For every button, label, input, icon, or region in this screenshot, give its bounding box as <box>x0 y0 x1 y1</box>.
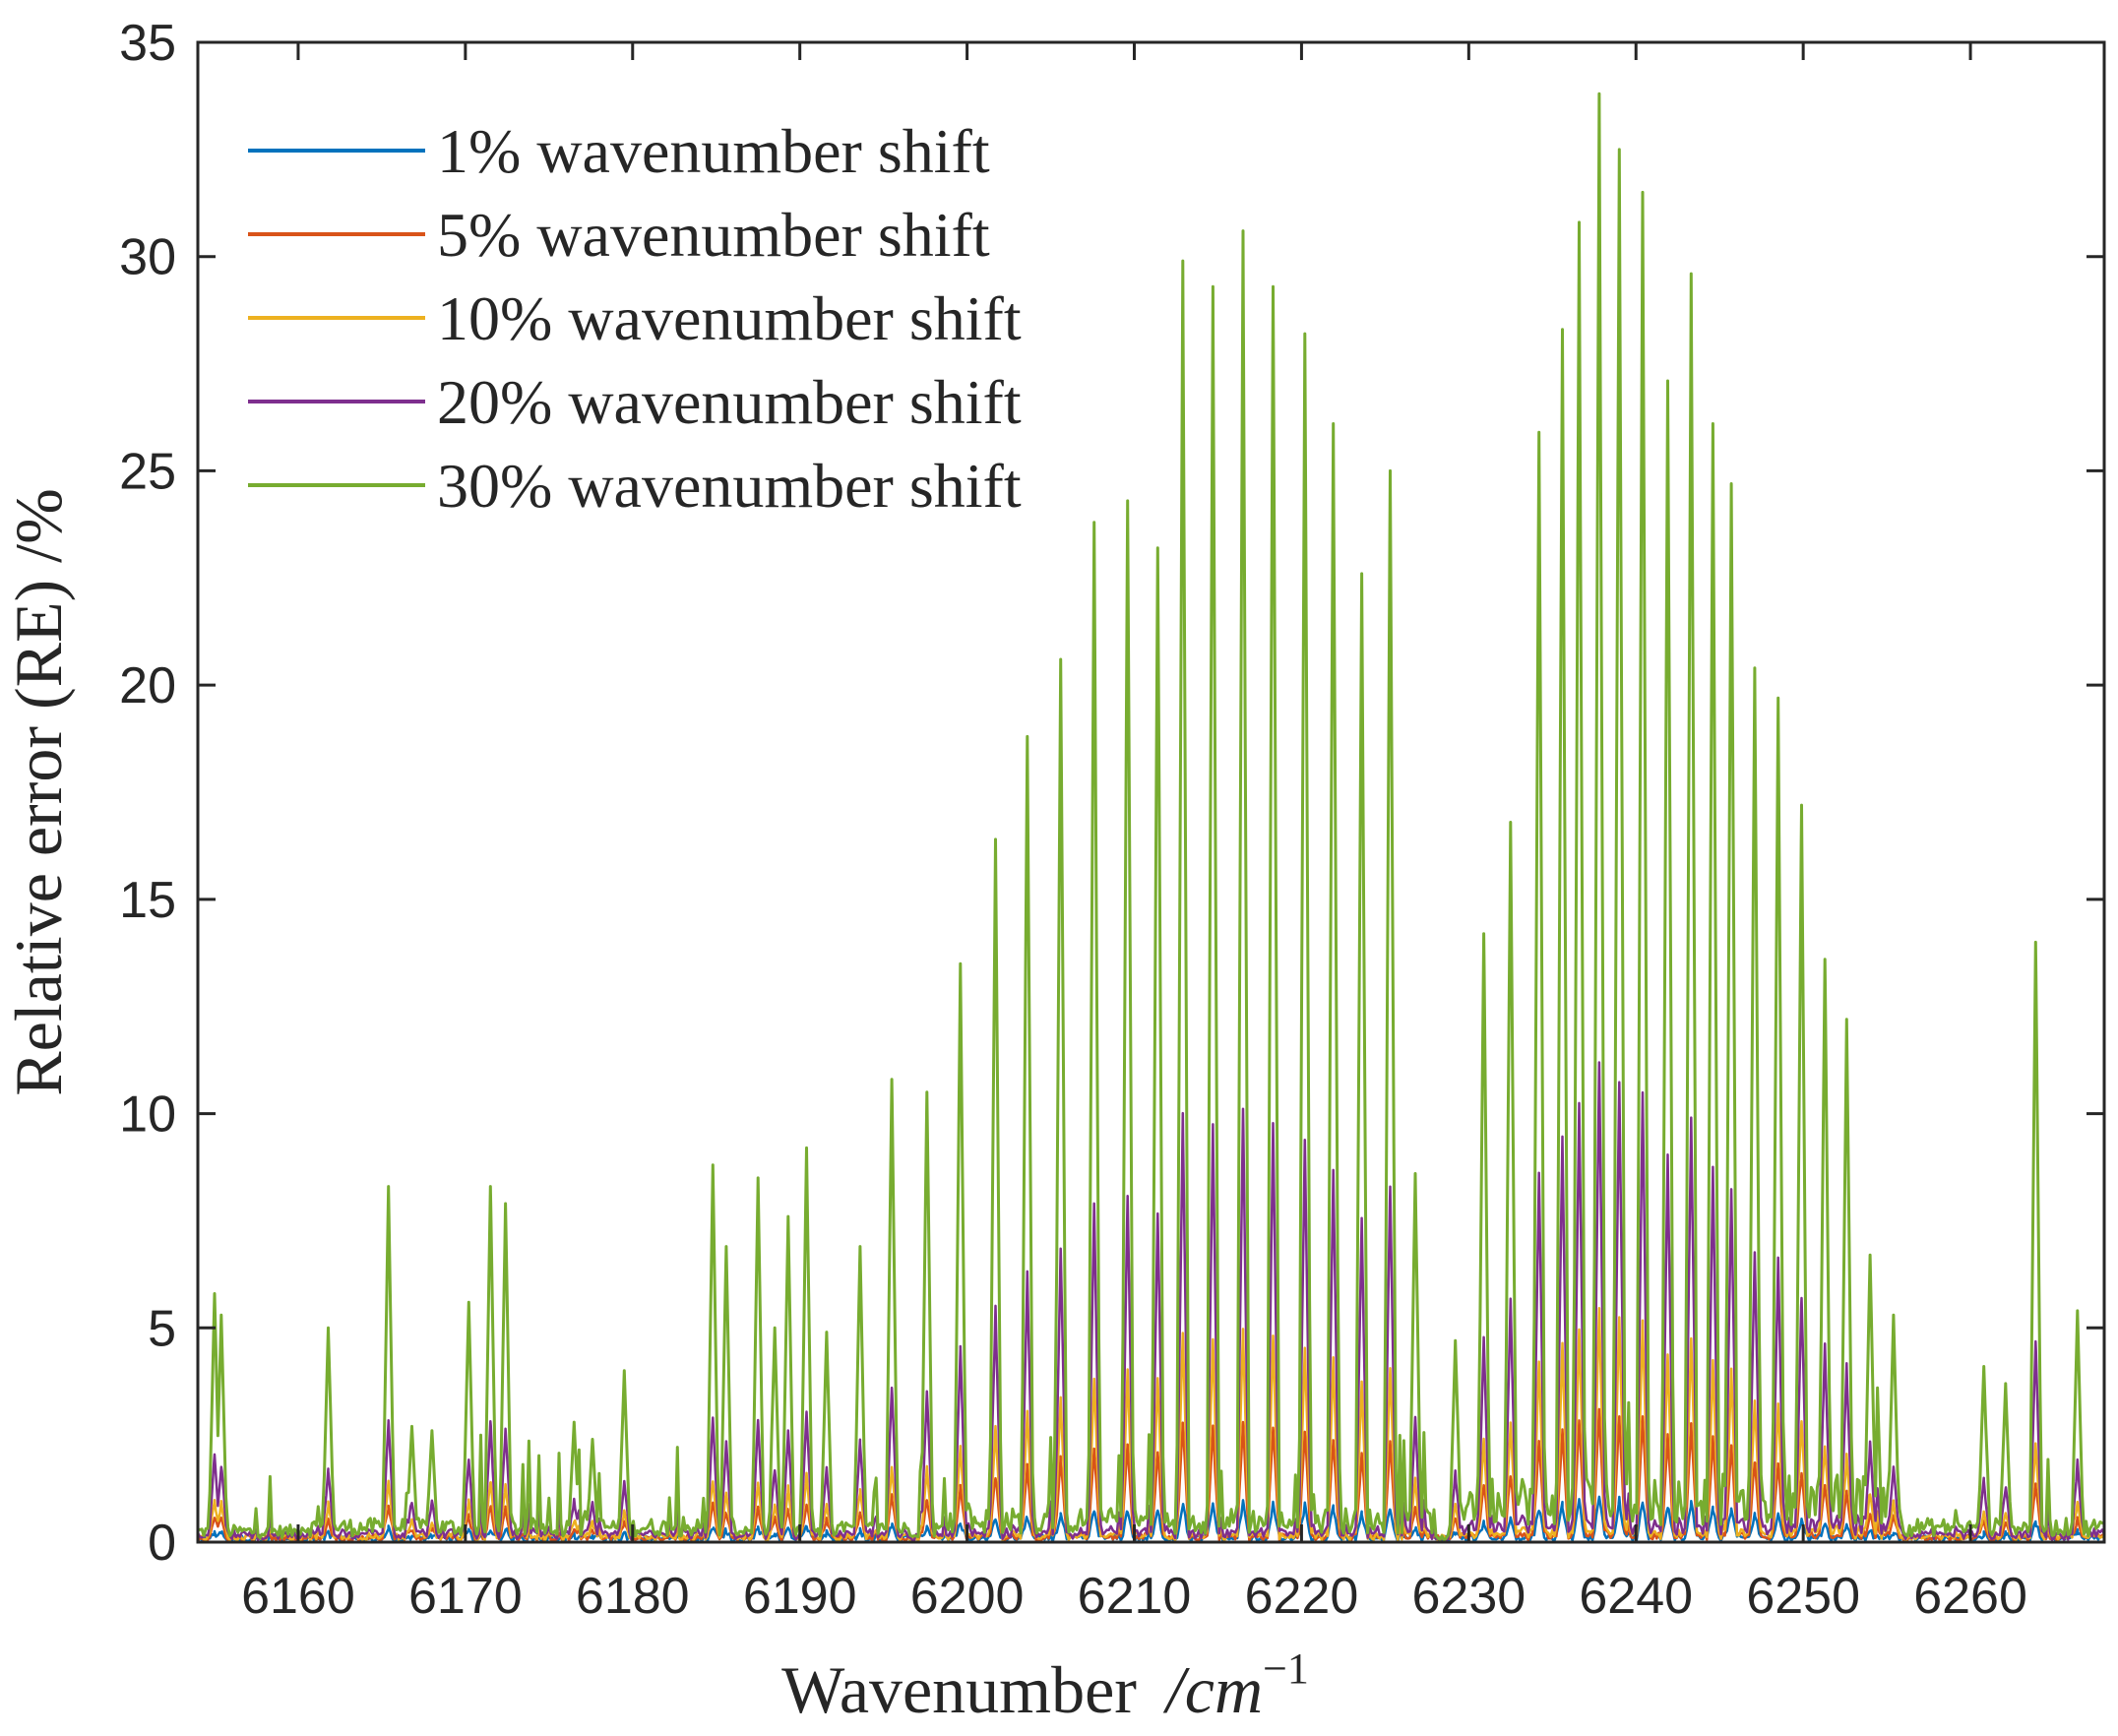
y-tick-label: 25 <box>119 443 176 500</box>
legend-label: 5% wavenumber shift <box>437 200 990 270</box>
x-axis-label-text: Wavenumber <box>781 1652 1137 1727</box>
series-line-4 <box>196 1061 2106 1543</box>
x-tick-label: 6210 <box>1078 1568 1192 1625</box>
y-tick-label: 5 <box>148 1300 176 1357</box>
y-tick-label: 0 <box>148 1515 176 1572</box>
x-tick-label: 6260 <box>1913 1568 2027 1625</box>
x-axis-label-exponent: −1 <box>1263 1644 1309 1693</box>
y-axis-label: Relative error (RE) /% <box>1 488 76 1095</box>
y-tick-label: 10 <box>119 1086 176 1144</box>
series-line-5 <box>197 92 2105 1542</box>
x-tick-label: 6220 <box>1245 1568 1359 1625</box>
legend-label: 10% wavenumber shift <box>437 283 1022 353</box>
y-axis-ticks: 0 5 10 15 20 25 30 35 <box>119 15 2104 1572</box>
x-tick-label: 6180 <box>576 1568 690 1625</box>
x-tick-label: 6250 <box>1746 1568 1860 1625</box>
legend-label: 30% wavenumber shift <box>437 451 1022 521</box>
x-axis-ticks: 6160 6170 6180 6190 6200 6210 6220 6230 6240 6250… <box>241 42 2027 1625</box>
plot-frame <box>196 40 2106 1544</box>
x-tick-label: 6190 <box>743 1568 857 1625</box>
y-tick-label: 20 <box>119 657 176 714</box>
y-tick-label: 15 <box>119 872 176 929</box>
series-line-3 <box>197 1306 2105 1543</box>
y-tick-label: 35 <box>119 15 176 72</box>
legend-label: 20% wavenumber shift <box>437 367 1022 437</box>
legend: 1% wavenumber shift 5% wavenumber shift 10… <box>248 116 1022 521</box>
x-axis-label-unit: /cm <box>1162 1652 1263 1727</box>
series-layer <box>196 92 2106 1543</box>
x-tick-label: 6240 <box>1579 1568 1693 1625</box>
x-tick-label: 6170 <box>408 1568 523 1625</box>
y-tick-label: 30 <box>119 229 176 286</box>
series-line-2 <box>196 1407 2106 1543</box>
x-tick-label: 6200 <box>910 1568 1025 1625</box>
legend-label: 1% wavenumber shift <box>437 116 990 186</box>
x-tick-label: 6230 <box>1411 1568 1526 1625</box>
x-tick-label: 6160 <box>241 1568 355 1625</box>
x-axis-label: Wavenumber/cm−1 <box>781 1644 1309 1727</box>
